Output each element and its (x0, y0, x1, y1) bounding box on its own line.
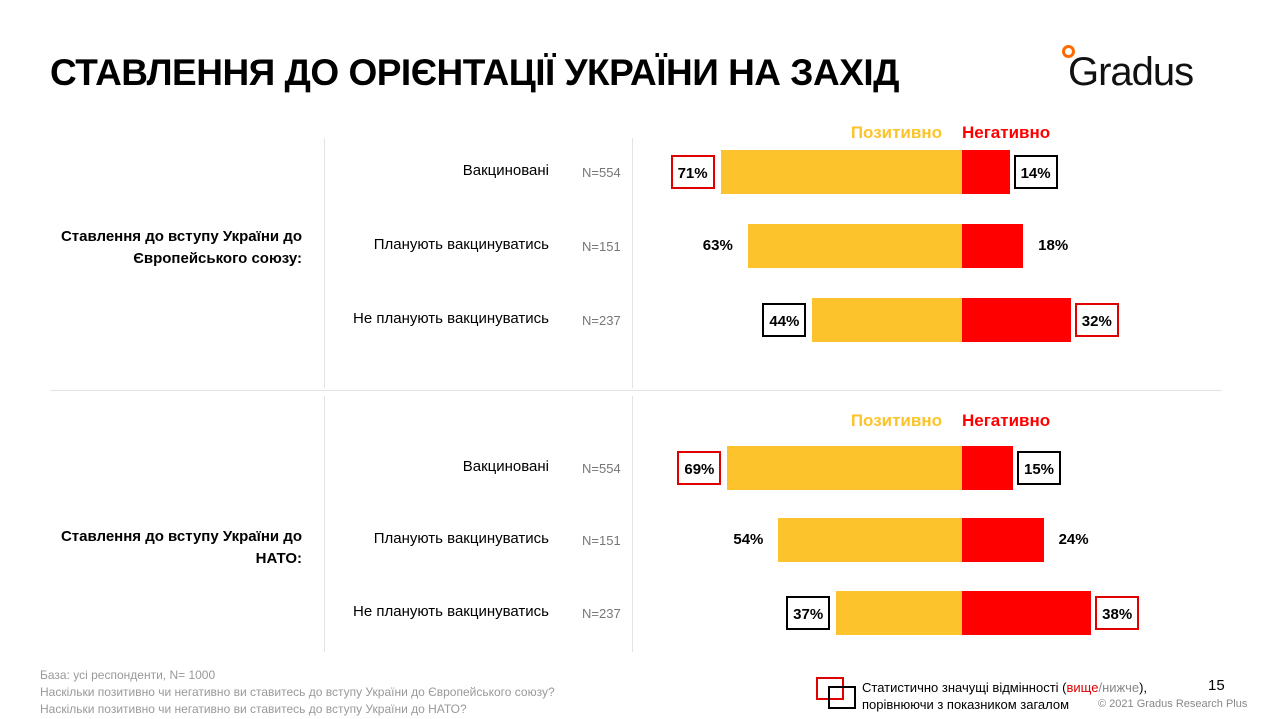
significance-legend: Статистично значущі відмінності (вище/ни… (862, 679, 1147, 713)
bar-positive (812, 298, 962, 342)
section-divider (50, 390, 1222, 391)
value-label-negative: 38% (1095, 596, 1140, 630)
n-label: N=237 (582, 313, 621, 328)
value-label-negative: 32% (1074, 303, 1119, 337)
n-label: N=151 (582, 239, 621, 254)
footnote-base: База: усі респонденти, N= 1000 (40, 668, 216, 682)
legend-positive: Позитивно (850, 123, 942, 142)
logo: Gradus (1068, 50, 1194, 94)
footnotes: База: усі респонденти, N= 1000 Наскільки… (40, 667, 555, 718)
legend-slash: / (1098, 680, 1103, 695)
n-label: N=554 (582, 165, 621, 180)
legend-higher: вище (1066, 680, 1099, 695)
value-label-positive: 54% (733, 531, 764, 548)
n-label: N=554 (582, 461, 621, 476)
legend-text-end: ), (1139, 680, 1148, 695)
bar-negative (962, 150, 1010, 194)
divider (324, 396, 325, 652)
page-number: 15 (1208, 677, 1225, 694)
logo-dot-icon (1062, 45, 1075, 58)
row-label: Планують вакцинуватись (373, 236, 549, 253)
bar-positive (727, 446, 962, 490)
value-label-positive: 37% (786, 596, 831, 630)
group-label: Ставлення до вступу України до Європейсь… (60, 228, 302, 267)
row-label: Не планують вакцинуватись (353, 603, 549, 620)
legend-text: Статистично значущі відмінності ( (862, 680, 1067, 695)
legend-lower: нижче (1102, 680, 1140, 695)
footnote-q1: Наскільки позитивно чи негативно ви став… (40, 685, 555, 699)
value-label-positive: 69% (677, 451, 722, 485)
row-label: Планують вакцинуватись (373, 530, 549, 547)
bar-negative (962, 446, 1013, 490)
footnote-q2: Наскільки позитивно чи негативно ви став… (40, 702, 467, 716)
bar-positive (836, 591, 962, 635)
row-label: Вакциновані (462, 458, 549, 475)
bar-negative (962, 591, 1092, 635)
bar-positive (720, 150, 962, 194)
n-label: N=151 (582, 533, 621, 548)
legend-higher-box-icon (816, 677, 844, 700)
value-label-negative: 24% (1058, 531, 1089, 548)
legend-positive: Позитивно (850, 411, 942, 430)
row-label: Не планують вакцинуватись (353, 310, 549, 327)
value-label-positive: 63% (702, 237, 733, 254)
bar-positive (778, 518, 962, 562)
legend-text-line2: порівнюючи з показником загалом (862, 697, 1070, 712)
value-label-positive: 71% (670, 155, 715, 189)
divider (324, 138, 325, 388)
legend-lower-box-icon (828, 686, 856, 709)
n-label: N=237 (582, 606, 621, 621)
bar-negative (962, 298, 1071, 342)
group-label: Ставлення до вступу України до НАТО: (60, 528, 302, 567)
value-label-positive: 44% (762, 303, 807, 337)
bar-negative (962, 224, 1024, 268)
copyright: © 2021 Gradus Research Plus (1098, 698, 1248, 710)
legend-negative: Негативно (962, 411, 1051, 430)
bar-negative (962, 518, 1044, 562)
legend-negative: Негативно (962, 123, 1051, 142)
divider (632, 396, 633, 652)
value-label-negative: 18% (1038, 237, 1069, 254)
page-title: СТАВЛЕННЯ ДО ОРІЄНТАЦІЇ УКРАЇНИ НА ЗАХІД (50, 52, 900, 93)
value-label-negative: 15% (1017, 451, 1061, 485)
divider (632, 138, 633, 388)
bar-positive (747, 224, 962, 268)
row-label: Вакциновані (462, 162, 549, 179)
value-label-negative: 14% (1013, 155, 1058, 189)
